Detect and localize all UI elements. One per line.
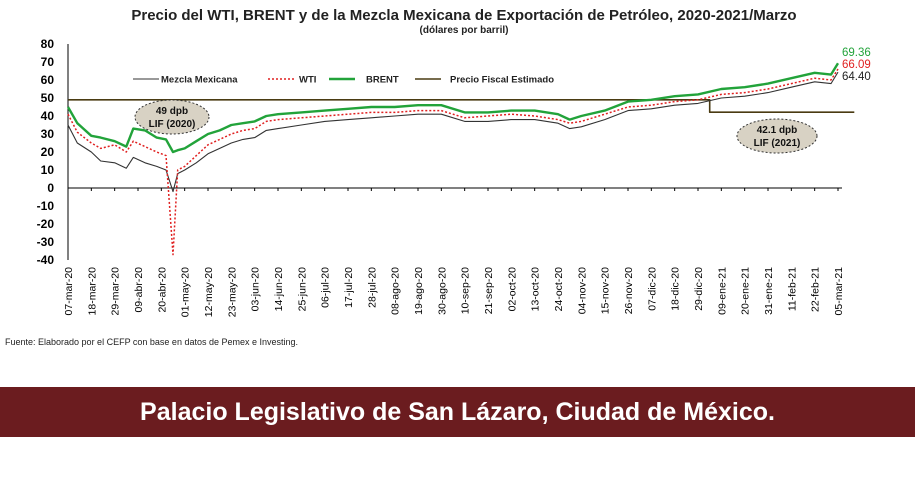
x-tick-label: 15-nov-20: [600, 267, 612, 314]
annotation-ellipse: [134, 99, 210, 135]
annotation-line1: 42.1 dpb: [757, 125, 798, 136]
legend-label-wti: WTI: [299, 75, 316, 86]
x-tick-label: 12-may-20: [203, 267, 215, 317]
series-line-precio-fiscal-estimado: [68, 99, 855, 113]
chart-subtitle: (dólares por barril): [420, 25, 509, 36]
x-tick-label: 21-sep-20: [483, 267, 495, 314]
y-tick-label: 50: [41, 91, 55, 105]
x-tick-label: 14-jun-20: [273, 267, 285, 312]
x-tick-label: 07-dic-20: [646, 267, 658, 311]
x-tick-label: 24-oct-20: [553, 267, 565, 312]
y-tick-label: 0: [47, 181, 54, 195]
annotation-ellipse: [736, 118, 818, 154]
x-tick-label: 18-dic-20: [670, 267, 682, 311]
x-tick-label: 11-feb-21: [786, 267, 798, 311]
chart-title: Precio del WTI, BRENT y de la Mezcla Mex…: [131, 7, 796, 24]
y-tick-label: 10: [41, 163, 55, 177]
legend: Mezcla Mexicana WTI BRENT Precio Fiscal Est…: [133, 75, 554, 86]
x-tick-label: 08-ago-20: [390, 267, 402, 315]
annotation-line2: LIF (2020): [149, 119, 196, 130]
x-tick-label: 22-feb-21: [810, 267, 822, 312]
x-tick-label: 07-mar-20: [63, 267, 75, 316]
x-tick-label: 17-jul-20: [343, 267, 355, 308]
banner-text: Palacio Legislativo de San Lázaro, Ciuda…: [140, 397, 775, 426]
x-tick-label: 05-mar-21: [833, 267, 845, 316]
x-tick-label: 23-may-20: [226, 267, 238, 317]
y-tick-label: -10: [37, 199, 55, 213]
x-tick-label: 09-ene-21: [716, 267, 728, 315]
y-axis: 80 70 60 50 40 30 20 10 0 -10 -20 -30 -40: [37, 37, 69, 267]
source-note: Fuente: Elaborado por el CEFP con base e…: [5, 337, 299, 347]
x-tick-label: 31-ene-21: [763, 267, 775, 315]
y-tick-label: -40: [37, 253, 55, 267]
series-line-wti: [67, 68, 839, 256]
x-tick-label: 19-ago-20: [413, 267, 425, 315]
annotation-line2: LIF (2021): [754, 138, 801, 149]
y-tick-label: -30: [37, 235, 55, 249]
x-tick-label: 06-jul-20: [320, 267, 332, 308]
end-value-label: 66.09: [842, 59, 871, 71]
annotation-layer: 49 dpb LIF (2020) 42.1 dpb LIF (2021): [134, 99, 818, 154]
x-tick-label: 29-mar-20: [110, 267, 122, 316]
x-tick-label: 01-may-20: [180, 267, 192, 317]
x-tick-label: 20-abr-20: [156, 267, 168, 313]
x-tick-label: 13-oct-20: [530, 267, 542, 312]
x-tick-label: 03-jun-20: [250, 267, 262, 312]
series-line-mezcla-mexicana: [67, 71, 839, 193]
x-tick-label: 29-dic-20: [693, 267, 705, 311]
end-value-label: 64.40: [842, 71, 871, 83]
y-tick-label: 60: [41, 73, 55, 87]
x-tick-label: 10-sep-20: [460, 267, 472, 314]
legend-label-mezcla-mexicana: Mezcla Mexicana: [161, 75, 238, 86]
footer-banner: Palacio Legislativo de San Lázaro, Ciuda…: [0, 387, 915, 437]
y-tick-label: 70: [41, 55, 55, 69]
y-tick-label: 30: [41, 127, 55, 141]
x-tick-label: 18-mar-20: [86, 267, 98, 316]
x-tick-label: 26-nov-20: [623, 267, 635, 314]
x-tick-label: 25-jun-20: [296, 267, 308, 312]
legend-label-brent: BRENT: [366, 75, 399, 86]
y-tick-label: -20: [37, 217, 55, 231]
series-line-brent: [66, 62, 840, 154]
y-tick-label: 20: [41, 145, 55, 159]
x-tick-label: 30-ago-20: [436, 267, 448, 315]
end-value-label: 69.36: [842, 47, 871, 59]
x-tick-label: 20-ene-21: [740, 267, 752, 315]
legend-label-precio-fiscal-estimado: Precio Fiscal Estimado: [450, 75, 554, 86]
annotation-line1: 49 dpb: [156, 106, 188, 117]
y-tick-label: 80: [41, 37, 55, 51]
x-tick-label: 09-abr-20: [133, 267, 145, 313]
y-tick-label: 40: [41, 109, 55, 123]
chart: Precio del WTI, BRENT y de la Mezcla Mex…: [37, 7, 871, 317]
x-tick-label: 04-nov-20: [576, 267, 588, 314]
x-tick-label: 02-oct-20: [506, 267, 518, 312]
x-tick-label: 28-jul-20: [366, 267, 378, 308]
series-layer: [66, 62, 855, 256]
x-axis: 07-mar-20 18-mar-20 29-mar-20 09-abr-20 20-a…: [63, 187, 845, 317]
